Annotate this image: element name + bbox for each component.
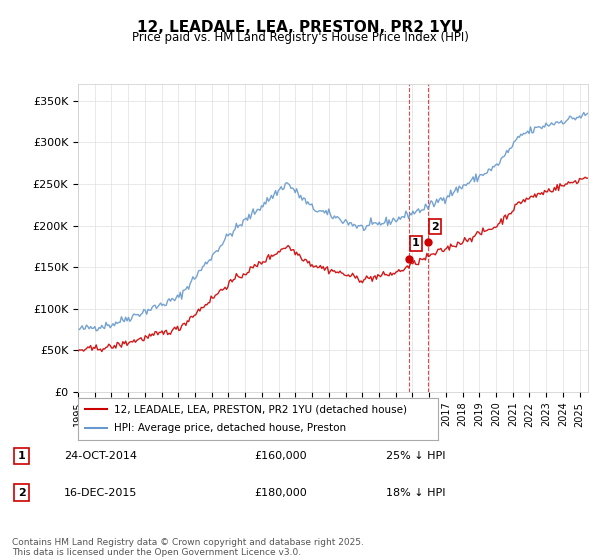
Text: 1: 1 [18, 451, 26, 461]
Text: 16-DEC-2015: 16-DEC-2015 [64, 488, 137, 498]
Text: 24-OCT-2014: 24-OCT-2014 [64, 451, 137, 461]
Text: HPI: Average price, detached house, Preston: HPI: Average price, detached house, Pres… [114, 423, 346, 433]
Text: £180,000: £180,000 [254, 488, 307, 498]
Text: £160,000: £160,000 [254, 451, 307, 461]
Text: 12, LEADALE, LEA, PRESTON, PR2 1YU (detached house): 12, LEADALE, LEA, PRESTON, PR2 1YU (deta… [114, 404, 407, 414]
Text: 1: 1 [412, 239, 419, 248]
Text: 2: 2 [431, 222, 439, 232]
Text: 18% ↓ HPI: 18% ↓ HPI [386, 488, 446, 498]
Text: Price paid vs. HM Land Registry's House Price Index (HPI): Price paid vs. HM Land Registry's House … [131, 31, 469, 44]
Text: 25% ↓ HPI: 25% ↓ HPI [386, 451, 446, 461]
Text: 12, LEADALE, LEA, PRESTON, PR2 1YU: 12, LEADALE, LEA, PRESTON, PR2 1YU [137, 20, 463, 35]
Text: Contains HM Land Registry data © Crown copyright and database right 2025.
This d: Contains HM Land Registry data © Crown c… [12, 538, 364, 557]
Text: 2: 2 [18, 488, 26, 498]
